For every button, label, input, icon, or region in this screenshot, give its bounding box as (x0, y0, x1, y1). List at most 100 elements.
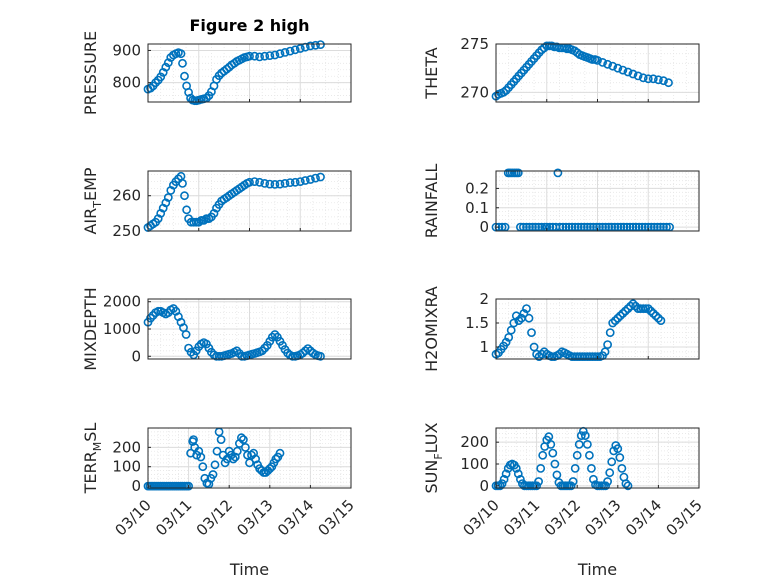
data-point (196, 452, 206, 462)
data-point (527, 328, 536, 337)
data-point (544, 432, 554, 442)
subplot-rainfall: 00.1 0.2 RAINFALL (422, 164, 700, 239)
data-point (646, 306, 656, 316)
y-tick-label: 1000 (103, 320, 141, 338)
ylabel: MIXDEPTH (81, 287, 100, 370)
data-point (552, 470, 562, 480)
data-point (603, 340, 612, 349)
data-point (648, 308, 658, 318)
data-point (295, 177, 305, 186)
subplot-h2omixra: 1 1.5 2 H2OMIXRA (422, 286, 700, 372)
y-tick-label: 1 (479, 338, 489, 356)
data-point (298, 348, 308, 358)
x-tick-label: 03/14 (622, 496, 665, 539)
y-tick-label: 100 (460, 455, 489, 473)
y-tick-label: 260 (112, 187, 141, 205)
data-point (212, 446, 222, 456)
data-point (562, 44, 572, 54)
x-tick-label: 03/11 (152, 496, 195, 539)
y-tick-label: 900 (112, 41, 141, 59)
data-point (613, 313, 623, 323)
data-point (316, 172, 325, 182)
ylabel: TERRMSL (81, 423, 104, 495)
data-point (305, 175, 315, 184)
data-point (497, 479, 507, 488)
data-point (161, 62, 171, 72)
data-point (180, 71, 189, 81)
ylabel: THETA (422, 47, 441, 99)
data-point (514, 316, 524, 325)
data-point (534, 477, 543, 486)
data-point (245, 177, 254, 187)
ylabel: RAINFALL (422, 164, 441, 239)
data-point (265, 179, 275, 189)
data-point (628, 69, 638, 79)
data-point (270, 50, 280, 60)
x-tick-label: 03/14 (274, 496, 317, 539)
y-tick-label: 200 (112, 438, 141, 456)
data-point (580, 431, 590, 440)
y-tick-label: 1.5 (465, 314, 489, 332)
x-tick-label: 03/13 (581, 496, 624, 539)
data-point (654, 313, 663, 323)
data-point (275, 49, 285, 59)
x-tick-label: 03/10 (112, 496, 155, 539)
data-point (214, 71, 224, 80)
data-point (617, 463, 627, 473)
data-point (633, 71, 643, 81)
data-point (499, 474, 509, 484)
chart-title: Figure 2 high (190, 16, 310, 35)
data-point (255, 177, 264, 187)
x-axis-label: Time (577, 560, 617, 579)
data-point (260, 178, 270, 188)
y-tick-label: 275 (460, 35, 489, 53)
data-point (232, 446, 242, 456)
axes-box (147, 427, 352, 489)
x-tick-label: 03/15 (663, 496, 706, 539)
data-point (156, 72, 166, 82)
y-tick-label: 270 (460, 83, 489, 101)
subplot-air-temp: 250 260 AIRTEMP (81, 167, 352, 240)
data-point (265, 464, 275, 473)
data-point (501, 469, 511, 479)
y-tick-label: 0.2 (465, 179, 489, 197)
data-point (511, 463, 521, 473)
y-tick-label: 2000 (103, 293, 141, 311)
y-tick-label: 0 (131, 477, 141, 495)
y-tick-label: 100 (112, 458, 141, 476)
y-tick-label: 0.1 (465, 199, 489, 217)
data-point (210, 460, 220, 470)
y-tick-label: 0 (131, 347, 141, 365)
data-point (603, 477, 612, 486)
data-point (151, 78, 160, 88)
data-point (511, 311, 521, 321)
data-point (534, 352, 544, 361)
data-point (290, 45, 300, 55)
data-point (524, 313, 534, 323)
data-point (608, 61, 618, 71)
data-point (608, 318, 618, 328)
data-point (548, 448, 558, 458)
data-point (589, 474, 598, 484)
data-point (610, 316, 620, 325)
data-point (603, 59, 612, 69)
ylabel: SUNFLUX (422, 422, 445, 493)
ylabel: H2OMIXRA (422, 286, 441, 372)
data-point (275, 179, 285, 189)
data-point (275, 448, 285, 458)
ylabel: AIRTEMP (81, 167, 104, 234)
data-point (618, 65, 628, 75)
data-point (572, 450, 582, 460)
data-point (532, 481, 541, 491)
data-point (519, 308, 529, 318)
x-tick-label: 03/12 (541, 496, 584, 539)
y-tick-label: 0 (479, 218, 489, 236)
data-point (638, 73, 648, 83)
data-point (184, 481, 193, 491)
x-tick-label: 03/11 (500, 496, 543, 539)
axes-box (495, 427, 700, 489)
y-tick-label: 2 (479, 290, 489, 308)
data-point (585, 450, 594, 460)
